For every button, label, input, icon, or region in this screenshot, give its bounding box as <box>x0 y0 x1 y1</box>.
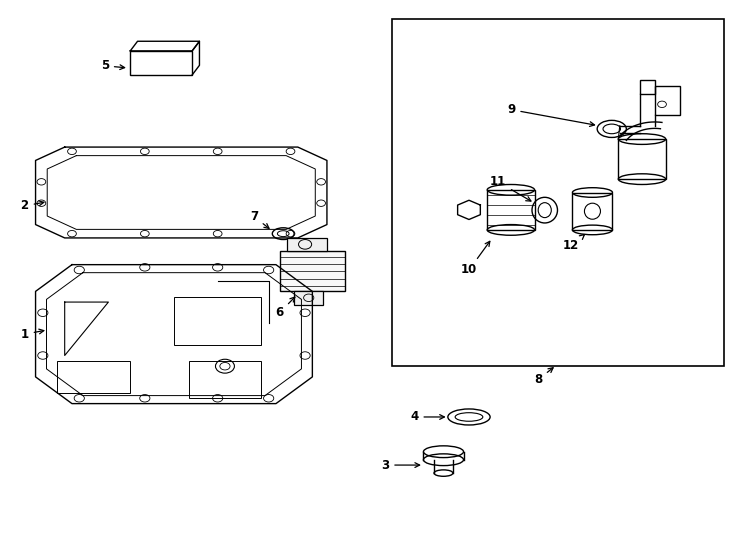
Text: 5: 5 <box>101 59 125 72</box>
Text: 4: 4 <box>410 410 444 423</box>
Text: 10: 10 <box>461 241 490 276</box>
Bar <box>393 19 724 366</box>
Bar <box>294 292 323 305</box>
Text: 12: 12 <box>563 234 584 252</box>
Text: 6: 6 <box>275 297 295 319</box>
Bar <box>655 86 680 115</box>
Bar <box>280 251 345 292</box>
Bar <box>189 361 261 399</box>
Text: 2: 2 <box>21 199 44 212</box>
Bar <box>573 192 612 230</box>
Text: 8: 8 <box>534 368 553 386</box>
Bar <box>287 238 327 251</box>
Bar <box>487 190 534 230</box>
Bar <box>57 361 130 393</box>
Text: 7: 7 <box>250 210 269 228</box>
Text: 11: 11 <box>490 176 531 201</box>
Bar <box>640 80 655 93</box>
Bar <box>130 51 192 75</box>
Bar <box>174 296 261 345</box>
Text: 9: 9 <box>507 103 595 126</box>
Text: 1: 1 <box>21 328 44 341</box>
Bar <box>618 139 666 179</box>
Text: 3: 3 <box>381 458 420 471</box>
